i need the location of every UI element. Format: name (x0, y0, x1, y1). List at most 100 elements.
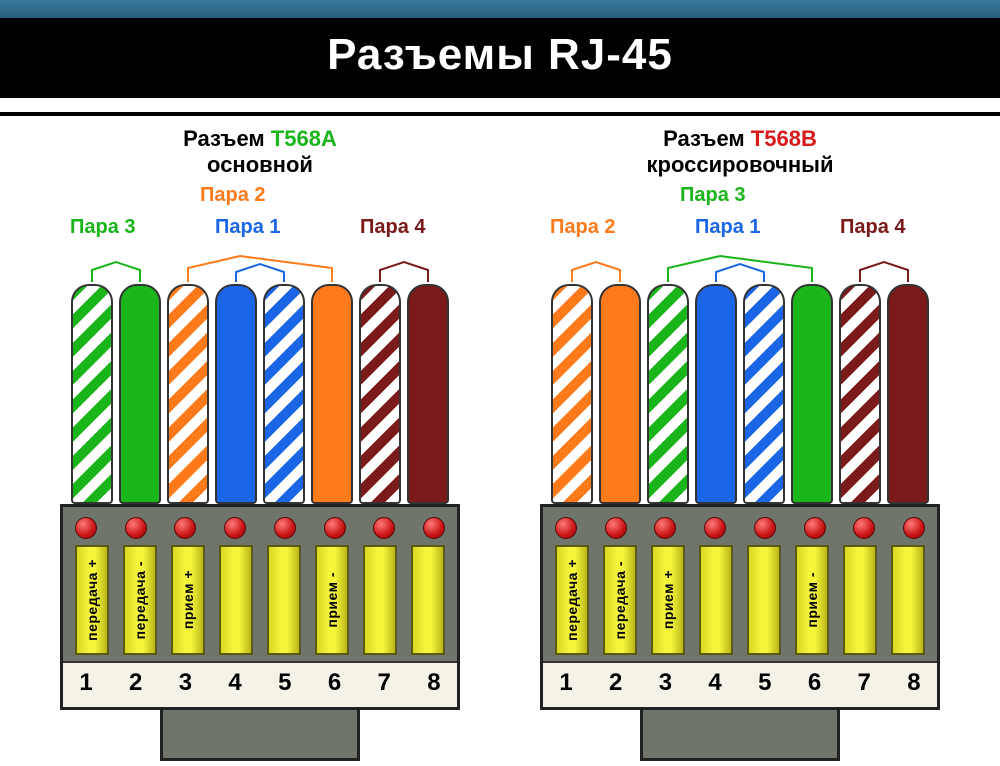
contact-8 (891, 545, 925, 655)
wire-pin-1 (71, 284, 113, 504)
brackets-svg-a (40, 254, 480, 282)
connector-t568b: Разъем T568B кроссировочный Пара 3 Пара … (520, 126, 960, 761)
pin-dot-4 (704, 517, 726, 539)
pair-labels-b: Пара 3 Пара 2 Пара 1 Пара 4 (520, 184, 960, 254)
subtitle-prefix: Разъем (183, 126, 271, 151)
pin-dot-7 (373, 517, 395, 539)
wire-pin-4 (695, 284, 737, 504)
numbers-row-b: 12345678 (543, 661, 937, 707)
pin-number-5: 5 (746, 669, 784, 697)
contact-label-2: передача - (612, 561, 628, 639)
pair2-label-a: Пара 2 (200, 184, 266, 207)
contact-2: передача - (123, 545, 157, 655)
wire-pin-7 (839, 284, 881, 504)
pair4-label-a: Пара 4 (360, 216, 426, 239)
wire-pin-2 (119, 284, 161, 504)
contact-7 (363, 545, 397, 655)
main-title: Разъемы RJ-45 (0, 18, 1000, 98)
numbers-row-a: 12345678 (63, 661, 457, 707)
contact-2: передача - (603, 545, 637, 655)
wires-b (520, 284, 960, 504)
wire-pin-8 (887, 284, 929, 504)
contact-label-3: прием + (660, 570, 676, 629)
pin-number-3: 3 (646, 669, 684, 697)
contact-6: прием - (315, 545, 349, 655)
pins-row-a (71, 517, 449, 539)
pin-number-2: 2 (117, 669, 155, 697)
pin-number-5: 5 (266, 669, 304, 697)
brackets-svg-b (520, 254, 960, 282)
pair-brackets-a (40, 254, 480, 282)
standard-name-b: T568B (751, 126, 817, 151)
subtitle-prefix-b: Разъем (663, 126, 751, 151)
contact-label-6: прием - (324, 572, 340, 628)
subtitle-a-line2: основной (40, 152, 480, 178)
pin-dot-6 (324, 517, 346, 539)
wire-pin-8 (407, 284, 449, 504)
pin-dot-4 (224, 517, 246, 539)
pin-dot-2 (125, 517, 147, 539)
pin-number-8: 8 (895, 669, 933, 697)
wire-pin-5 (743, 284, 785, 504)
pin-number-7: 7 (365, 669, 403, 697)
pin-dot-5 (274, 517, 296, 539)
pin-number-6: 6 (796, 669, 834, 697)
pair3-label-b: Пара 3 (680, 184, 746, 207)
standard-name-a: T568A (271, 126, 337, 151)
subtitle-b-line1: Разъем T568B (520, 126, 960, 152)
pin-number-3: 3 (166, 669, 204, 697)
wire-pin-5 (263, 284, 305, 504)
wires-a (40, 284, 480, 504)
contact-1: передача + (555, 545, 589, 655)
contact-label-3: прием + (180, 570, 196, 629)
wire-pin-1 (551, 284, 593, 504)
pair2-label-b: Пара 2 (550, 216, 616, 239)
contacts-row-a: передача + передача - прием + прием - (71, 545, 449, 655)
contact-6: прием - (795, 545, 829, 655)
contact-3: прием + (171, 545, 205, 655)
wire-pin-6 (791, 284, 833, 504)
wire-pin-2 (599, 284, 641, 504)
pair1-label-a: Пара 1 (215, 216, 281, 239)
contact-label-2: передача - (132, 561, 148, 639)
wire-pin-3 (167, 284, 209, 504)
contact-7 (843, 545, 877, 655)
pin-dot-6 (804, 517, 826, 539)
pin-dot-7 (853, 517, 875, 539)
contact-3: прием + (651, 545, 685, 655)
contact-label-1: передача + (84, 559, 100, 641)
pin-dot-3 (174, 517, 196, 539)
contact-4 (699, 545, 733, 655)
contact-1: передача + (75, 545, 109, 655)
pin-dot-3 (654, 517, 676, 539)
wire-pin-7 (359, 284, 401, 504)
pin-dot-8 (423, 517, 445, 539)
contact-8 (411, 545, 445, 655)
pin-number-4: 4 (216, 669, 254, 697)
pin-number-4: 4 (696, 669, 734, 697)
pins-row-b (551, 517, 929, 539)
connector-t568a: Разъем T568A основной Пара 2 Пара 3 Пара… (40, 126, 480, 761)
pin-number-1: 1 (67, 669, 105, 697)
contact-label-1: передача + (564, 559, 580, 641)
connector-body-a: передача + передача - прием + прием - 12345… (60, 504, 460, 710)
wire-pin-3 (647, 284, 689, 504)
connector-tab-a (160, 707, 360, 761)
pin-dot-1 (555, 517, 577, 539)
contact-label-6: прием - (804, 572, 820, 628)
wire-pin-4 (215, 284, 257, 504)
subtitle-b-line2: кроссировочный (520, 152, 960, 178)
contact-4 (219, 545, 253, 655)
pin-dot-1 (75, 517, 97, 539)
content: Разъем T568A основной Пара 2 Пара 3 Пара… (0, 116, 1000, 761)
pin-dot-8 (903, 517, 925, 539)
connector-body-b: передача + передача - прием + прием - 12345… (540, 504, 940, 710)
contact-5 (747, 545, 781, 655)
pair-labels-a: Пара 2 Пара 3 Пара 1 Пара 4 (40, 184, 480, 254)
pin-number-7: 7 (845, 669, 883, 697)
pair1-label-b: Пара 1 (695, 216, 761, 239)
pair4-label-b: Пара 4 (840, 216, 906, 239)
pair-brackets-b (520, 254, 960, 282)
contact-5 (267, 545, 301, 655)
pin-dot-5 (754, 517, 776, 539)
